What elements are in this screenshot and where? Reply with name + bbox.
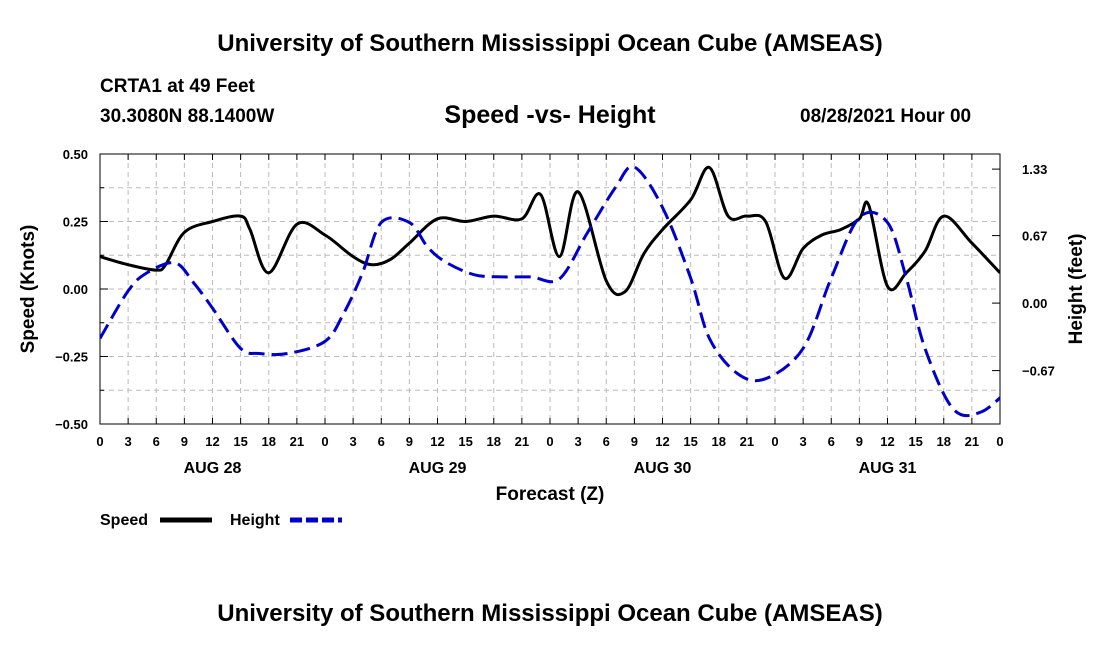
- station-coords: 30.3080N 88.1400W: [100, 106, 275, 127]
- x-tick-label: 9: [181, 434, 188, 449]
- x-tick-label: 12: [655, 434, 669, 449]
- x-tick-label: 15: [458, 434, 472, 449]
- x-tick-label: 6: [828, 434, 835, 449]
- x-tick-label: 0: [96, 434, 103, 449]
- date-label: AUG 30: [634, 460, 692, 477]
- x-tick-label: 15: [683, 434, 697, 449]
- x-tick-label: 18: [487, 434, 501, 449]
- y-tick-label: −0.25: [55, 350, 88, 365]
- x-tick-label: 6: [378, 434, 385, 449]
- x-tick-label: 0: [996, 434, 1003, 449]
- x-tick-label: 18: [262, 434, 276, 449]
- x-tick-label: 18: [712, 434, 726, 449]
- x-tick-label: 15: [233, 434, 247, 449]
- forecast-datetime: 08/28/2021 Hour 00: [800, 106, 972, 127]
- legend-height-label: Height: [230, 512, 280, 529]
- grid-lines: [100, 154, 1000, 424]
- x-tick-label: 15: [908, 434, 922, 449]
- x-tick-label: 3: [125, 434, 132, 449]
- series-lines: [100, 165, 1000, 418]
- x-tick-label: 3: [350, 434, 357, 449]
- x-tick-label: 21: [740, 434, 754, 449]
- x-tick-label: 6: [603, 434, 610, 449]
- y2-tick-label: 0.00: [1022, 296, 1047, 311]
- x-tick-label: 21: [515, 434, 529, 449]
- x-tick-label: 0: [771, 434, 778, 449]
- y2-tick-label: 0.67: [1022, 229, 1047, 244]
- y2-tick-label: 1.33: [1022, 162, 1047, 177]
- x-axis-label: Forecast (Z): [496, 484, 605, 505]
- x-tick-label: 9: [631, 434, 638, 449]
- y-tick-label: 0.50: [63, 147, 88, 162]
- top-title: University of Southern Mississippi Ocean…: [217, 30, 883, 57]
- y-tick-label: −0.50: [55, 417, 88, 432]
- x-tick-label: 12: [430, 434, 444, 449]
- date-label: AUG 28: [184, 460, 242, 477]
- legend-speed-label: Speed: [100, 512, 148, 529]
- x-tick-label: 21: [290, 434, 304, 449]
- x-tick-label: 9: [856, 434, 863, 449]
- x-tick-label: 0: [546, 434, 553, 449]
- x-tick-label: 12: [205, 434, 219, 449]
- x-tick-label: 0: [321, 434, 328, 449]
- x-tick-label: 3: [575, 434, 582, 449]
- x-tick-label: 3: [800, 434, 807, 449]
- x-tick-label: 9: [406, 434, 413, 449]
- height-series-line: [100, 165, 1000, 418]
- x-tick-label: 6: [153, 434, 160, 449]
- y2-axis-label: Height (feet): [1066, 234, 1087, 345]
- y-tick-label: 0.25: [63, 215, 88, 230]
- y-axis-label: Speed (Knots): [18, 225, 39, 354]
- date-label: AUG 31: [859, 460, 917, 477]
- axis-ticks: 0 3 6 9 12 15 18 21 0 3 6 9 12 15 18 21 0 3 6 9 12 15 18 21 0 3 6 9…: [55, 147, 1055, 477]
- date-label: AUG 29: [409, 460, 467, 477]
- x-tick-label: 18: [937, 434, 951, 449]
- station-label: CRTA1 at 49 Feet: [100, 76, 255, 97]
- legend: Speed Height: [100, 512, 342, 529]
- x-tick-label: 12: [880, 434, 894, 449]
- y-tick-label: 0.00: [63, 282, 88, 297]
- chart-title: Speed -vs- Height: [444, 101, 656, 129]
- y2-tick-label: −0.67: [1022, 364, 1055, 379]
- x-tick-label: 21: [965, 434, 979, 449]
- bottom-title: University of Southern Mississippi Ocean…: [217, 600, 883, 627]
- speed-series-line: [100, 165, 1000, 297]
